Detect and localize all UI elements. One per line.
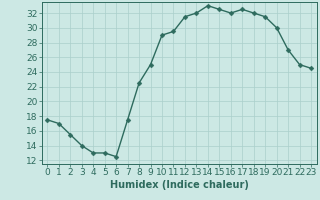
X-axis label: Humidex (Indice chaleur): Humidex (Indice chaleur) xyxy=(110,180,249,190)
